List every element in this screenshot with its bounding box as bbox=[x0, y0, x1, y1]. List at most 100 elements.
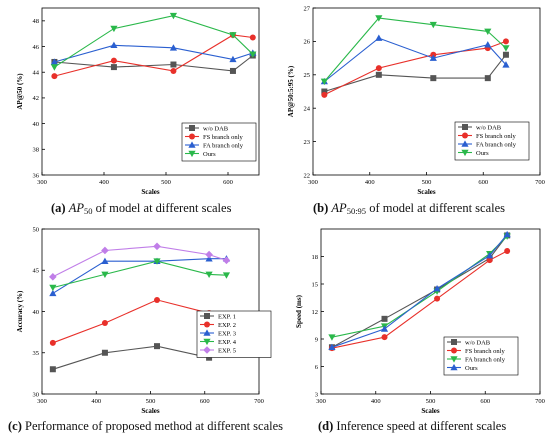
series-line bbox=[331, 234, 508, 348]
data-point bbox=[154, 343, 161, 350]
y-tick-label: 46 bbox=[33, 44, 40, 51]
x-tick-label: 600 bbox=[200, 398, 210, 405]
y-tick-label: 26 bbox=[304, 39, 311, 46]
legend-label: EXP. 3 bbox=[218, 330, 236, 337]
legend-swatch-marker bbox=[203, 338, 211, 346]
data-point bbox=[502, 45, 510, 52]
data-point bbox=[502, 51, 509, 58]
x-axis-label: Scales bbox=[141, 407, 160, 415]
x-tick-label: 500 bbox=[161, 179, 171, 186]
data-point bbox=[101, 349, 108, 356]
legend-swatch-marker bbox=[451, 339, 457, 345]
legend-swatch-marker bbox=[462, 124, 468, 130]
data-point bbox=[503, 230, 511, 238]
y-tick-label: 40 bbox=[33, 309, 40, 316]
x-axis-label: Scales bbox=[417, 188, 436, 196]
series-fs-branch-only bbox=[321, 38, 509, 98]
series-exp-5 bbox=[49, 242, 231, 281]
y-tick-label: 30 bbox=[33, 391, 40, 398]
data-point bbox=[49, 273, 57, 281]
data-point bbox=[381, 334, 388, 341]
y-tick-label: 3 bbox=[315, 391, 318, 398]
data-point bbox=[229, 67, 236, 74]
data-point bbox=[484, 41, 492, 48]
y-tick-label: 9 bbox=[315, 336, 318, 343]
data-point bbox=[153, 258, 161, 265]
data-point bbox=[169, 12, 178, 20]
caption-b: (b) AP50:95 of model at different scales bbox=[313, 201, 506, 216]
x-tick-label: 600 bbox=[480, 398, 490, 405]
y-tick-label: 50 bbox=[33, 226, 40, 233]
x-tick-label: 500 bbox=[146, 398, 156, 405]
x-tick-label: 400 bbox=[99, 179, 109, 186]
legend-swatch-marker bbox=[203, 329, 211, 336]
legend-swatch-marker bbox=[450, 356, 458, 363]
series-w-o-dab bbox=[51, 52, 256, 74]
legend-label: FS branch only bbox=[465, 348, 505, 355]
data-point bbox=[110, 41, 118, 49]
legend-label: EXP. 2 bbox=[218, 322, 236, 329]
series-fa-branch-only bbox=[50, 41, 257, 65]
series-line bbox=[324, 37, 507, 82]
x-tick-label: 300 bbox=[37, 179, 47, 186]
data-point bbox=[321, 88, 328, 95]
y-tick-label: 45 bbox=[33, 268, 40, 275]
legend-swatch-marker bbox=[188, 141, 196, 148]
data-point bbox=[430, 75, 437, 82]
data-point bbox=[328, 343, 336, 351]
legend-swatch-marker bbox=[204, 313, 210, 319]
y-axis-label: AP@50:5:95 (%) bbox=[287, 65, 295, 117]
data-point bbox=[49, 284, 57, 292]
series-line bbox=[331, 235, 508, 348]
x-axis-label: Scales bbox=[141, 188, 160, 196]
y-tick-label: 18 bbox=[312, 254, 319, 261]
data-point bbox=[101, 246, 109, 255]
x-axis-label: Scales bbox=[421, 407, 440, 415]
y-tick-label: 44 bbox=[33, 70, 40, 77]
y-tick-label: 6 bbox=[315, 364, 319, 371]
chart-ap50: 300 400 500 600 36 38 40 42 44 46 48 Scales AP@50 (%… bbox=[16, 7, 260, 196]
caption-a: (a) AP50 of model at different scales bbox=[51, 201, 232, 216]
data-point bbox=[222, 272, 231, 279]
series-exp-4 bbox=[49, 258, 231, 292]
y-axis-label: AP@50 (%) bbox=[16, 73, 24, 110]
legend-label: Ours bbox=[465, 365, 478, 372]
x-tick-label: 400 bbox=[91, 398, 101, 405]
legend-label: EXP. 1 bbox=[218, 313, 236, 320]
y-tick-label: 12 bbox=[312, 309, 319, 316]
data-point bbox=[110, 64, 117, 71]
data-point bbox=[429, 21, 437, 29]
data-point bbox=[380, 325, 389, 332]
x-tick-label: 300 bbox=[316, 398, 326, 405]
caption-c: (c) Performance of proposed method at di… bbox=[8, 419, 284, 433]
data-point bbox=[205, 250, 213, 259]
legend-swatch-marker bbox=[462, 132, 468, 139]
y-tick-label: 48 bbox=[33, 18, 40, 25]
data-point bbox=[169, 44, 178, 51]
x-tick-label: 400 bbox=[365, 179, 375, 186]
series-fs-branch-only bbox=[51, 31, 256, 80]
y-tick-label: 22 bbox=[304, 172, 311, 179]
data-point bbox=[205, 271, 213, 278]
y-axis-label: Speed (ms) bbox=[295, 294, 303, 328]
data-point bbox=[486, 251, 494, 259]
data-point bbox=[49, 366, 56, 373]
data-point bbox=[51, 73, 58, 80]
data-point bbox=[484, 28, 492, 35]
legend-label: FS branch only bbox=[203, 134, 243, 141]
data-point bbox=[486, 257, 493, 264]
x-tick-label: 700 bbox=[254, 398, 264, 405]
series-fa-branch-only bbox=[320, 34, 510, 85]
data-point bbox=[433, 284, 441, 292]
series-ours bbox=[50, 12, 257, 71]
x-tick-label: 600 bbox=[478, 179, 488, 186]
data-point bbox=[229, 32, 237, 39]
y-tick-label: 36 bbox=[33, 172, 40, 179]
y-tick-label: 35 bbox=[33, 350, 40, 357]
x-tick-label: 500 bbox=[422, 179, 432, 186]
legend-label: FA branch only bbox=[465, 356, 506, 363]
data-point bbox=[504, 248, 511, 254]
